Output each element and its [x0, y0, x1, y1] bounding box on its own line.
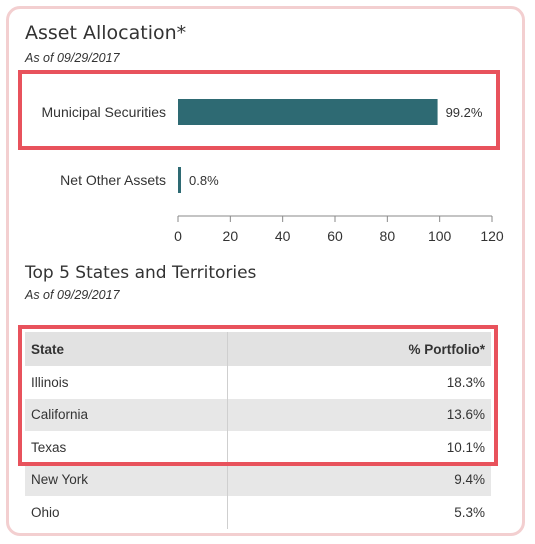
portfolio-cell: 13.6% [446, 407, 485, 423]
top-states-title: Top 5 States and Territories [25, 263, 257, 283]
table-row: Ohio 5.3% [25, 496, 491, 529]
category-label: Net Other Assets [60, 172, 166, 188]
portfolio-cell: 18.3% [446, 374, 485, 390]
x-tick-label: 20 [223, 228, 239, 244]
header-state: State [25, 332, 228, 366]
asset-allocation-as-of: As of 09/29/2017 [25, 51, 120, 65]
x-tick-label: 120 [480, 228, 504, 244]
portfolio-cell: 9.4% [454, 472, 485, 488]
portfolio-cell: 5.3% [454, 504, 485, 520]
asset-card [6, 6, 525, 536]
state-cell: Ohio [25, 496, 228, 529]
allocation-chart: 0 20 40 60 80 100 120 Municipal Securities 99.2%… [42, 99, 504, 244]
header-portfolio: % Portfolio* [408, 341, 486, 357]
x-tick-label: 80 [380, 228, 396, 244]
category-label: Municipal Securities [42, 104, 167, 120]
state-cell: New York [25, 463, 228, 496]
portfolio-cell: 10.1% [446, 439, 485, 455]
value-label: 0.8% [189, 173, 219, 188]
bar [178, 167, 181, 193]
x-tick-label: 40 [275, 228, 291, 244]
state-cell: California [25, 398, 228, 431]
states-table: State % Portfolio* Illinois 18.3% Califo… [25, 332, 491, 529]
x-tick-label: 0 [174, 228, 182, 244]
table-header: State % Portfolio* [25, 332, 491, 366]
x-tick-label: 60 [327, 228, 343, 244]
table-row: Texas 10.1% [25, 431, 491, 464]
state-cell: Texas [25, 431, 228, 464]
state-cell: Illinois [25, 366, 228, 399]
table-row: Illinois 18.3% [25, 366, 491, 399]
value-label: 99.2% [446, 105, 483, 120]
asset-allocation-title: Asset Allocation* [25, 22, 187, 44]
table-row: New York 9.4% [25, 463, 491, 496]
top-states-as-of: As of 09/29/2017 [25, 288, 120, 302]
table-row: California 13.6% [25, 398, 491, 431]
x-tick-label: 100 [428, 228, 452, 244]
bar [178, 99, 438, 125]
